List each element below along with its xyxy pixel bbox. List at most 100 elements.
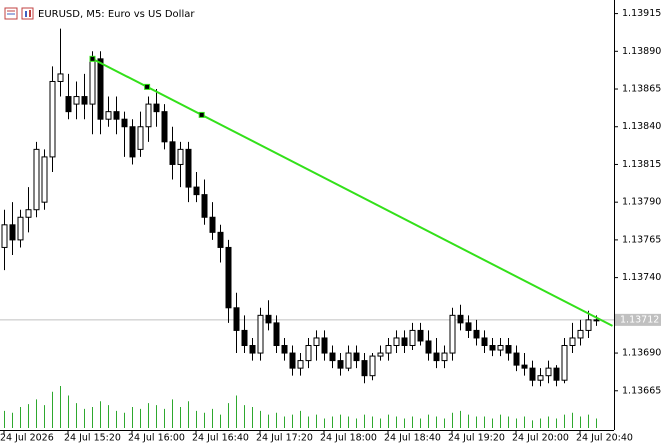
trendline-handle xyxy=(198,111,205,118)
candle-body xyxy=(457,314,464,324)
candle-body xyxy=(89,58,96,105)
y-tick-label: 1.13865 xyxy=(622,84,661,95)
icon xyxy=(29,10,31,17)
candle-body xyxy=(57,73,64,82)
y-tick-label: 1.13665 xyxy=(622,385,661,396)
candle-body xyxy=(25,209,32,218)
candle-body xyxy=(545,367,552,377)
candle-body xyxy=(369,355,376,377)
icon xyxy=(25,11,27,17)
candle-body xyxy=(1,224,8,248)
trendline xyxy=(92,57,613,327)
candle-body xyxy=(297,360,304,369)
candle-body xyxy=(305,345,312,362)
candle-body xyxy=(385,345,392,354)
candle-body xyxy=(513,352,520,366)
candle-body xyxy=(473,329,480,339)
candle-body xyxy=(65,96,72,113)
current-price-box xyxy=(615,313,661,326)
candle-body xyxy=(329,352,336,362)
candle-body xyxy=(217,231,224,248)
candle-body xyxy=(281,345,288,354)
candle-body xyxy=(249,345,256,354)
candle-body xyxy=(169,141,176,165)
candle-body xyxy=(537,375,544,381)
candle-body xyxy=(585,319,592,331)
candle-body xyxy=(321,337,328,354)
candle-body xyxy=(241,329,248,347)
candle-body xyxy=(33,148,40,211)
candle-body xyxy=(121,118,128,128)
y-tick-label: 1.13840 xyxy=(622,121,661,132)
x-tick-label: 24 Jul 16:40 xyxy=(192,433,249,444)
candle-body xyxy=(529,367,536,381)
chart-title: EURUSD, M5: Euro vs US Dollar xyxy=(38,9,195,20)
y-tick-label: 1.13765 xyxy=(622,234,661,245)
x-tick-label: 24 Jul 20:40 xyxy=(576,433,633,444)
candle-body xyxy=(313,337,320,347)
candle-body xyxy=(265,314,272,324)
y-tick-label: 1.13815 xyxy=(622,159,661,170)
x-tick-label: 24 Jul 17:20 xyxy=(256,433,313,444)
candle-body xyxy=(97,58,104,120)
x-tick-label: 24 Jul 20:00 xyxy=(512,433,569,444)
candle-body xyxy=(345,352,352,369)
candle-body xyxy=(505,345,512,354)
candle-body xyxy=(49,80,56,158)
candle-body xyxy=(177,148,184,165)
candle-body xyxy=(553,367,560,381)
candle-body xyxy=(129,126,136,158)
candle-body xyxy=(257,314,264,354)
y-tick-label: 1.13740 xyxy=(622,272,661,283)
candle-body xyxy=(497,345,504,351)
candle-body xyxy=(361,360,368,377)
y-tick-label: 1.13690 xyxy=(622,348,661,359)
candle-body xyxy=(17,216,24,241)
candle-body xyxy=(393,337,400,347)
candle-body xyxy=(409,329,416,347)
candle-body xyxy=(193,186,200,196)
candle-body xyxy=(113,111,120,120)
x-tick-label: 24 Jul 2026 xyxy=(0,433,54,444)
candle-body xyxy=(425,340,432,354)
candle-body xyxy=(185,148,192,188)
candle-body xyxy=(465,322,472,331)
title-icons xyxy=(4,7,34,20)
candle-body xyxy=(489,345,496,351)
candle-body xyxy=(161,111,168,143)
candle-body xyxy=(353,352,360,362)
candle-body xyxy=(433,352,440,362)
candle-body xyxy=(201,194,208,218)
y-tick-label: 1.13915 xyxy=(622,8,661,19)
candle-body xyxy=(441,352,448,362)
trendline-handle xyxy=(144,83,151,90)
candle-body xyxy=(561,345,568,381)
candle-body xyxy=(417,329,424,342)
x-tick-label: 24 Jul 18:00 xyxy=(320,433,377,444)
candle-body xyxy=(153,103,160,113)
candle-body xyxy=(273,322,280,347)
candle-body xyxy=(577,329,584,339)
candle-body xyxy=(145,103,152,128)
candle-body xyxy=(209,216,216,233)
candle-body xyxy=(81,96,88,105)
candle-body xyxy=(449,314,456,354)
candle-body xyxy=(233,307,240,331)
current-price-label: 1.13712 xyxy=(620,314,659,325)
candle-body xyxy=(521,364,528,369)
candle-body xyxy=(593,319,600,322)
candle-body xyxy=(337,360,344,369)
y-tick-label: 1.13890 xyxy=(622,46,661,57)
candle-body xyxy=(225,246,232,309)
candle-body xyxy=(401,337,408,347)
candle-body xyxy=(105,111,112,120)
candle-body xyxy=(481,337,488,347)
candle-body xyxy=(289,352,296,369)
candle-body xyxy=(9,224,16,241)
x-tick-label: 24 Jul 19:20 xyxy=(448,433,505,444)
icon xyxy=(21,7,34,20)
candle-body xyxy=(377,352,384,357)
y-tick-label: 1.13790 xyxy=(622,197,661,208)
candle-body xyxy=(137,126,144,150)
